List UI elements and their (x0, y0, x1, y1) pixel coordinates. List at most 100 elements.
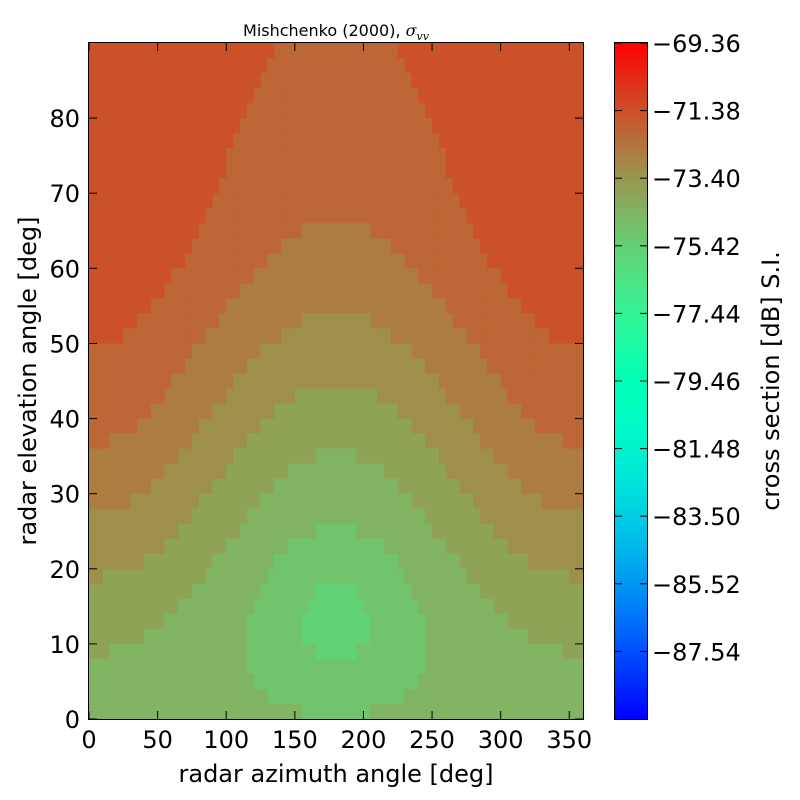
heatmap-cell (480, 703, 488, 720)
heatmap-cell (143, 223, 152, 239)
heatmap-cell (493, 343, 502, 360)
heatmap-cell (528, 628, 536, 645)
heatmap-cell (349, 103, 358, 119)
heatmap-cell (514, 418, 522, 435)
heatmap-cell (459, 493, 467, 510)
heatmap-cell (377, 628, 385, 645)
heatmap-cell (329, 628, 337, 645)
heatmap-cell (116, 643, 124, 660)
heatmap-cell (123, 628, 131, 645)
heatmap-cell (480, 43, 488, 59)
heatmap-cell (191, 283, 200, 299)
heatmap-cell (95, 358, 104, 375)
heatmap-cell (102, 553, 111, 570)
heatmap-cell (233, 493, 241, 510)
heatmap-cell (493, 568, 502, 585)
heatmap-cell (521, 178, 529, 194)
heatmap-cell (541, 553, 550, 570)
heatmap-cell (507, 328, 515, 345)
heatmap-cell (246, 148, 255, 164)
heatmap-cell (109, 538, 118, 555)
heatmap-cell (198, 358, 207, 375)
heatmap-cell (528, 643, 536, 660)
heatmap-cell (370, 463, 378, 480)
heatmap-cell (329, 643, 337, 660)
heatmap-cell (157, 463, 166, 480)
heatmap-cell (555, 538, 564, 555)
heatmap-cell (287, 208, 296, 224)
heatmap-cell (301, 43, 310, 59)
heatmap-cell (500, 553, 509, 570)
heatmap-cell (418, 433, 426, 450)
heatmap-cell (480, 508, 488, 525)
heatmap-cell (576, 553, 584, 570)
heatmap-cell (301, 673, 310, 690)
heatmap-cell (507, 178, 515, 194)
heatmap-cell (438, 673, 447, 690)
heatmap-cell (528, 463, 536, 480)
heatmap-cell (576, 598, 584, 615)
heatmap-cell (308, 448, 317, 465)
heatmap-cell (267, 163, 275, 179)
heatmap-cell (185, 163, 193, 179)
heatmap-cell (459, 223, 467, 239)
heatmap-cell (246, 163, 255, 179)
heatmap-cell (281, 418, 289, 435)
heatmap-cell (390, 628, 399, 645)
heatmap-cell (466, 568, 474, 585)
heatmap-cell (336, 268, 344, 284)
heatmap-cell (219, 463, 227, 480)
heatmap-cell (212, 43, 220, 59)
heatmap-cell (404, 688, 413, 705)
heatmap-cell (185, 508, 193, 525)
heatmap-cell (500, 583, 509, 600)
heatmap-cell (308, 613, 317, 630)
heatmap-cell (150, 613, 159, 630)
heatmap-cell (342, 343, 351, 360)
heatmap-cell (294, 343, 303, 360)
heatmap-cell (507, 253, 515, 269)
heatmap-cell (555, 448, 564, 465)
heatmap-cell (514, 208, 522, 224)
heatmap-cell (260, 583, 268, 600)
heatmap-cell (404, 418, 413, 435)
heatmap-cell (404, 73, 413, 89)
heatmap-cell (507, 73, 515, 89)
heatmap-cell (411, 538, 419, 555)
heatmap-cell (130, 223, 138, 239)
heatmap-cell (239, 478, 248, 495)
heatmap-cell (143, 43, 152, 59)
heatmap-cell (418, 538, 426, 555)
heatmap-cell (329, 133, 337, 149)
heatmap-cell (370, 118, 378, 134)
heatmap-cell (459, 238, 467, 254)
heatmap-cell (507, 673, 515, 690)
heatmap-cell (253, 463, 262, 480)
heatmap-cell (308, 673, 317, 690)
heatmap-cell (219, 553, 227, 570)
heatmap-cell (452, 658, 461, 675)
heatmap-cell (555, 418, 564, 435)
heatmap-cell (287, 673, 296, 690)
heatmap-cell (555, 403, 564, 420)
heatmap-cell (274, 403, 282, 420)
heatmap-cell (425, 553, 433, 570)
heatmap-cell (212, 523, 220, 540)
heatmap-cell (500, 268, 509, 284)
heatmap-cell (150, 298, 159, 314)
heatmap-cell (226, 268, 234, 284)
heatmap-cell (205, 103, 214, 119)
heatmap-cell (267, 523, 275, 540)
heatmap-cell (322, 373, 330, 390)
heatmap-cell (336, 613, 344, 630)
heatmap-cell (130, 343, 138, 360)
heatmap-cell (164, 358, 172, 375)
heatmap-cell (377, 283, 385, 299)
heatmap-cell (404, 373, 413, 390)
heatmap-cell (370, 283, 378, 299)
heatmap-cell (294, 373, 303, 390)
colorbar-tick-label: −81.48 (652, 436, 741, 464)
heatmap-cell (315, 58, 323, 74)
heatmap-cell (397, 568, 406, 585)
heatmap-cell (281, 163, 289, 179)
